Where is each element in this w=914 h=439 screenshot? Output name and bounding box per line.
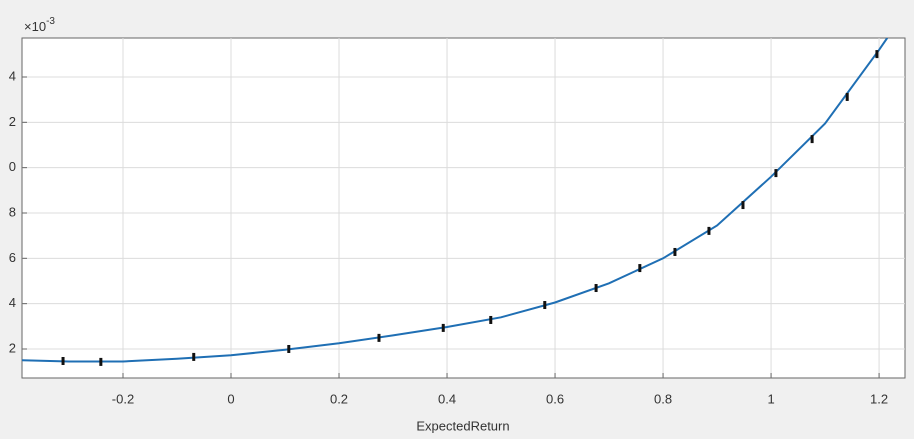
y-tick-label: 2	[9, 114, 16, 129]
x-tick-label: 1.2	[870, 391, 888, 406]
marker	[442, 324, 445, 332]
marker	[638, 264, 641, 272]
x-axis-label: ExpectedReturn	[416, 418, 509, 433]
marker	[489, 316, 492, 324]
marker	[875, 50, 878, 58]
marker	[62, 357, 65, 365]
y-tick-label: 0	[9, 159, 16, 174]
y-tick-label: 4	[9, 295, 16, 310]
marker	[774, 169, 777, 177]
marker	[287, 345, 290, 353]
marker	[543, 301, 546, 309]
x-tick-label: 0.6	[546, 391, 564, 406]
exponent-power: -3	[46, 16, 55, 27]
x-tick-label: 0	[227, 391, 234, 406]
plot-area	[22, 38, 905, 378]
marker	[377, 334, 380, 342]
chart: ×10-3 ExpectedReturn -0.2 0 0.2 0.4 0.6 0.8 1 1…	[0, 0, 914, 439]
marker	[595, 284, 598, 292]
x-tick-label: 0.8	[654, 391, 672, 406]
marker	[707, 227, 710, 235]
marker	[192, 353, 195, 361]
marker	[846, 93, 849, 101]
x-tick-label: 0.4	[438, 391, 456, 406]
y-tick-label: 8	[9, 204, 16, 219]
marker	[741, 201, 744, 209]
exponent-base: ×10	[24, 19, 46, 34]
x-tick-label: 0.2	[330, 391, 348, 406]
x-tick-label: -0.2	[112, 391, 134, 406]
y-tick-label: 6	[9, 250, 16, 265]
y-tick-label: 4	[9, 68, 16, 83]
marker	[673, 248, 676, 256]
marker	[99, 358, 102, 366]
y-tick-label: 2	[9, 340, 16, 355]
x-tick-label: 1	[767, 391, 774, 406]
marker	[811, 135, 814, 143]
